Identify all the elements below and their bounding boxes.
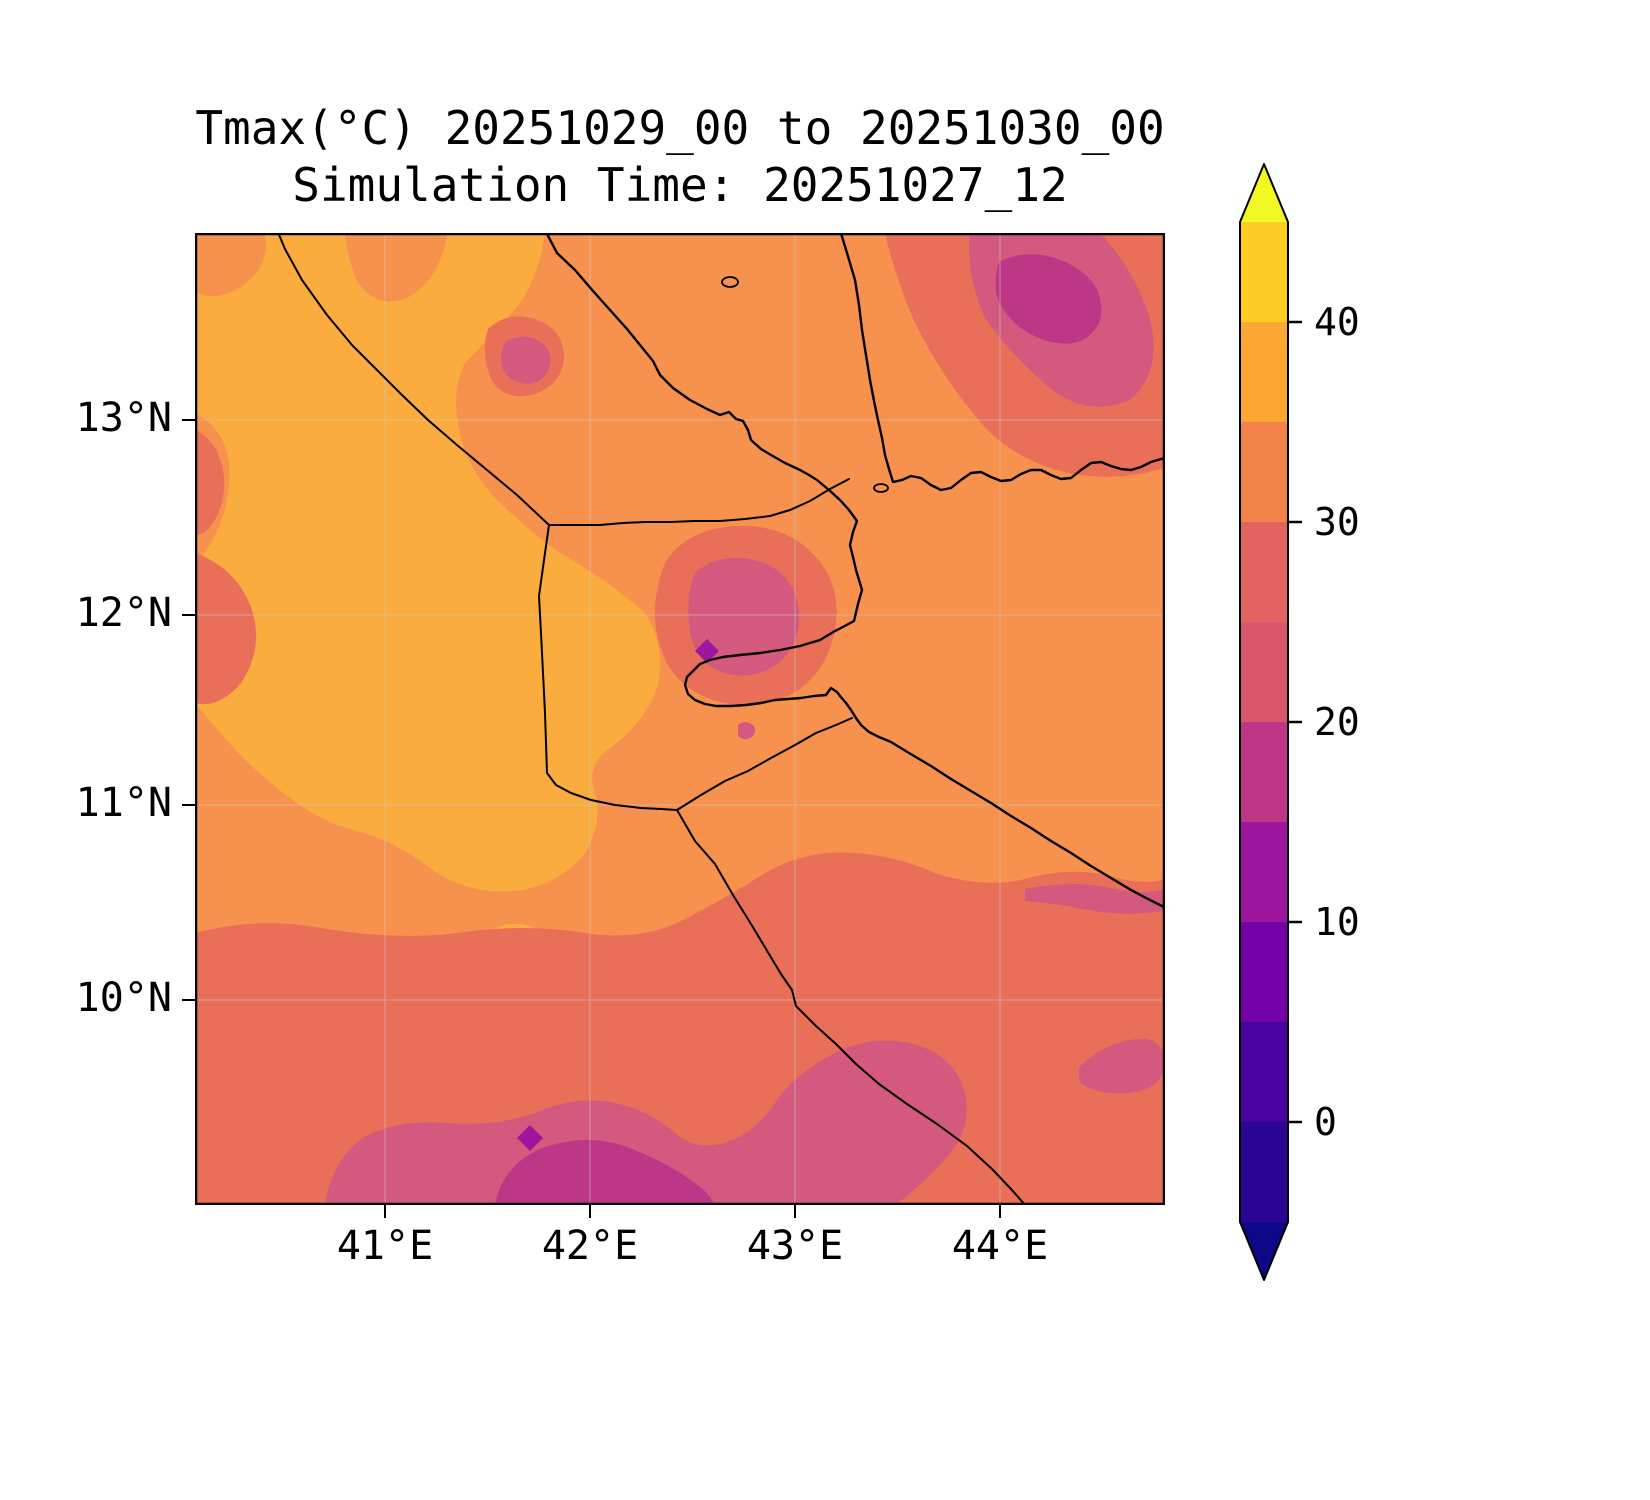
eritrea-ethiopia-border [277, 233, 550, 526]
contour-pink-south-band [325, 1040, 967, 1205]
colorbar: 40 30 20 10 0 [1239, 163, 1360, 1281]
colorbar-extend-over [1240, 164, 1288, 222]
x-tick-mark [794, 1205, 796, 1218]
contour-purple-center-dot [695, 639, 719, 663]
contour-pink-center [688, 557, 800, 676]
colorbar-segment [1240, 422, 1288, 522]
colorbar-extend-under [1240, 1222, 1288, 1280]
colorbar-segment [1240, 922, 1288, 1022]
contour-salmon-left-edge-north [195, 429, 225, 535]
contour-orange-topleft-corner [195, 233, 266, 297]
colorbar-tick-label: 20 [1314, 700, 1360, 744]
contour-pink-gulf-south-dot [738, 722, 756, 740]
colorbar-segment [1240, 322, 1288, 422]
colorbar-tick-label: 0 [1314, 1100, 1337, 1144]
y-tick-mark [182, 614, 195, 616]
y-tick-mark [182, 419, 195, 421]
map-canvas [195, 233, 1165, 1205]
x-tick-label: 44°E [951, 1223, 1049, 1269]
colorbar-tick-label: 30 [1314, 500, 1360, 544]
x-tick-mark [384, 1205, 386, 1218]
contour-purple-south-dot [517, 1125, 543, 1151]
colorbar-segment [1240, 1122, 1288, 1222]
y-tick-label: 11°N [75, 780, 172, 826]
contour-pink-coast-streak [1025, 884, 1165, 914]
title-line-2: Simulation Time: 20251027_12 [292, 158, 1068, 212]
x-tick-mark [999, 1205, 1001, 1218]
red-sea-islet [721, 276, 739, 288]
plot-title: Tmax(°C) 20251029_00 to 20251030_00 Simu… [160, 100, 1200, 214]
colorbar-tick-label: 40 [1314, 300, 1360, 344]
contour-pink-west-spot [501, 336, 551, 384]
colorbar-segment [1240, 622, 1288, 722]
contour-magenta-south-core [495, 1140, 715, 1205]
y-tick-label: 13°N [75, 395, 172, 441]
y-tick-mark [182, 804, 195, 806]
x-tick-label: 41°E [336, 1223, 434, 1269]
contour-salmon-left-edge-south [195, 553, 257, 705]
perim-islet [873, 483, 889, 493]
ethiopia-somalia-border [676, 809, 1027, 1205]
colorbar-segment [1240, 1022, 1288, 1122]
yemen-coastline [839, 233, 1165, 492]
contour-magenta-northeast-core [995, 254, 1102, 344]
djibouti-eritrea-border [548, 478, 850, 526]
djibouti-somalia-border [676, 717, 853, 811]
y-tick-label: 10°N [75, 975, 172, 1021]
colorbar-tick-label: 10 [1314, 900, 1360, 944]
x-tick-label: 43°E [746, 1223, 844, 1269]
x-tick-label: 42°E [541, 1223, 639, 1269]
contour-pink-southeast-streak [1079, 1038, 1165, 1094]
contour-orange-top-notch [345, 233, 447, 302]
colorbar-segment [1240, 822, 1288, 922]
temperature-map [195, 233, 1165, 1205]
red-sea-africa-coastline [545, 233, 1165, 909]
colorbar-segment [1240, 222, 1288, 322]
title-line-1: Tmax(°C) 20251029_00 to 20251030_00 [195, 101, 1165, 155]
y-tick-mark [182, 999, 195, 1001]
colorbar-segment [1240, 522, 1288, 622]
x-tick-mark [589, 1205, 591, 1218]
y-tick-label: 12°N [75, 590, 172, 636]
plot-frame [195, 233, 1165, 1205]
contour-yellow-west [195, 233, 661, 892]
colorbar-segment [1240, 722, 1288, 822]
colorbar-outline [1239, 163, 1289, 1281]
djibouti-ethiopia-border [538, 524, 678, 811]
